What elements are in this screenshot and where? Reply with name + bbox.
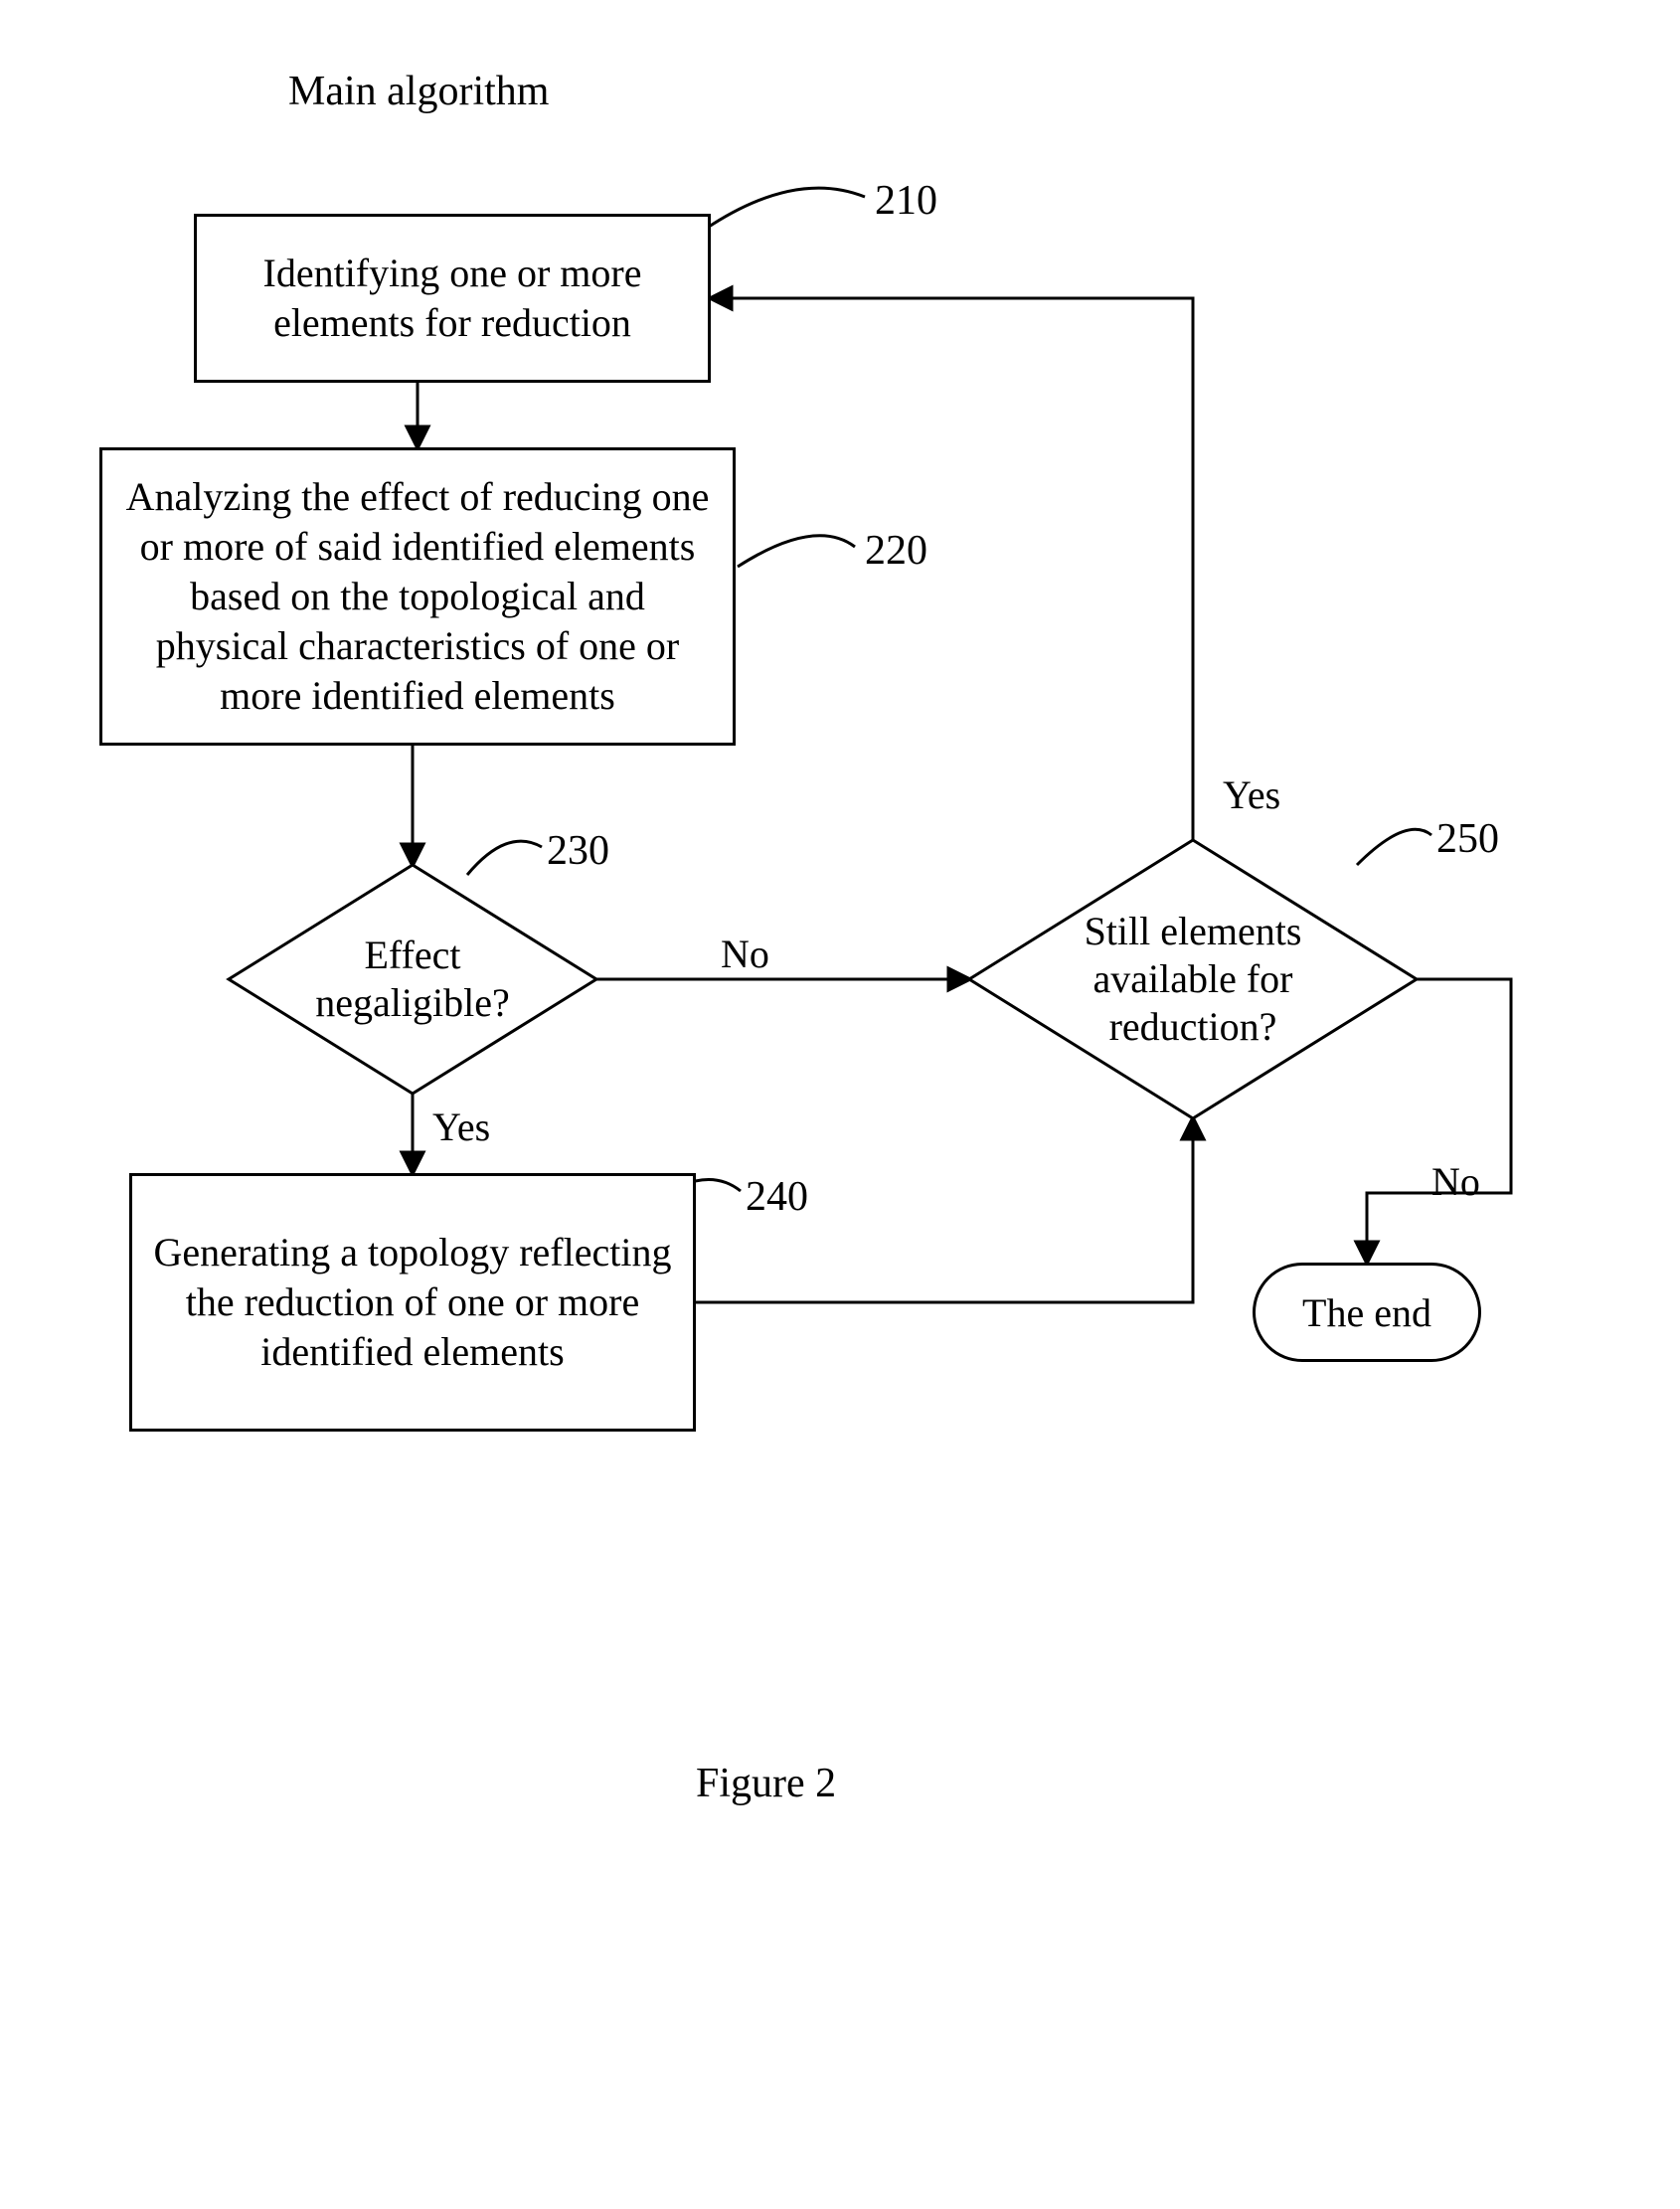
process-240: Generating a topology reflecting the red… bbox=[129, 1173, 696, 1432]
edge-label-250-yes: Yes bbox=[1223, 771, 1280, 818]
figure-label: Figure 2 bbox=[696, 1760, 836, 1807]
edge-label-230-yes: Yes bbox=[432, 1104, 490, 1150]
process-210: Identifying one or more elements for red… bbox=[194, 214, 711, 383]
ref-240: 240 bbox=[746, 1173, 808, 1221]
ref-230: 230 bbox=[547, 827, 609, 875]
edge-250-210-yes bbox=[711, 298, 1193, 840]
leader-210 bbox=[706, 188, 865, 229]
leader-220 bbox=[738, 536, 855, 567]
ref-250: 250 bbox=[1436, 815, 1499, 863]
decision-250-text: Still elements available for reduction? bbox=[1085, 908, 1302, 1051]
process-240-text: Generating a topology reflecting the red… bbox=[152, 1228, 673, 1377]
decision-230-text: Effect negaligible? bbox=[315, 932, 509, 1027]
process-220-text: Analyzing the effect of reducing one or … bbox=[122, 472, 713, 721]
edge-label-250-no: No bbox=[1431, 1158, 1480, 1205]
flowchart-canvas: Main algorithm Identifying one or more bbox=[0, 0, 1680, 2209]
process-220: Analyzing the effect of reducing one or … bbox=[99, 447, 736, 746]
ref-210: 210 bbox=[875, 177, 937, 225]
edge-label-230-no: No bbox=[721, 931, 769, 977]
decision-230: Effect negaligible? bbox=[229, 865, 596, 1094]
process-210-text: Identifying one or more elements for red… bbox=[217, 249, 688, 348]
terminator-end-text: The end bbox=[1302, 1289, 1431, 1336]
decision-250: Still elements available for reduction? bbox=[969, 840, 1417, 1118]
ref-220: 220 bbox=[865, 527, 927, 575]
terminator-end: The end bbox=[1253, 1263, 1481, 1362]
